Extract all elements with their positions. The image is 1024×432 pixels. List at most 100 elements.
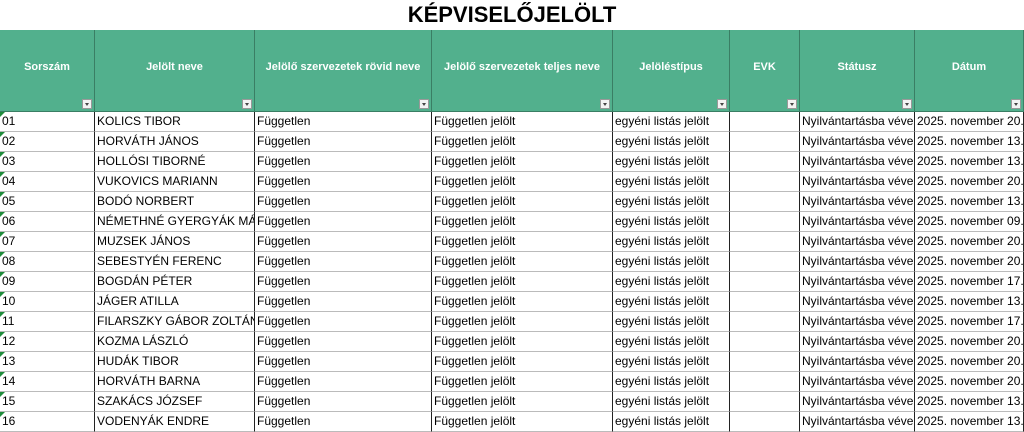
filter-button[interactable] bbox=[787, 99, 797, 109]
table-cell: Nyilvántartásba véve bbox=[800, 132, 915, 152]
error-indicator bbox=[0, 272, 5, 277]
empty-cell bbox=[730, 232, 800, 252]
table-cell: Független bbox=[255, 112, 432, 132]
table-cell: Független jelölt bbox=[432, 132, 613, 152]
table-cell: Nyilvántartásba véve bbox=[800, 112, 915, 132]
table-cell: Független bbox=[255, 332, 432, 352]
empty-cell bbox=[730, 252, 800, 272]
error-indicator bbox=[0, 312, 5, 317]
table-cell: 05 bbox=[0, 192, 95, 212]
table-cell: 16 bbox=[0, 412, 95, 432]
table-cell: SZAKÁCS JÓZSEF bbox=[95, 392, 255, 412]
table-cell: egyéni listás jelölt bbox=[613, 212, 730, 232]
empty-cell bbox=[730, 292, 800, 312]
error-indicator bbox=[0, 172, 5, 177]
table-cell: Független bbox=[255, 212, 432, 232]
table-cell: Nyilvántartásba véve bbox=[800, 372, 915, 392]
table-cell: SEBESTYÉN FERENC bbox=[95, 252, 255, 272]
empty-cell bbox=[730, 332, 800, 352]
empty-cell bbox=[730, 312, 800, 332]
table-cell: egyéni listás jelölt bbox=[613, 152, 730, 172]
column-header: Jelölő szervezetek rövid neve bbox=[255, 30, 432, 112]
table-cell: Független jelölt bbox=[432, 332, 613, 352]
table-cell: HORVÁTH JÁNOS bbox=[95, 132, 255, 152]
table-cell: VUKOVICS MARIANN bbox=[95, 172, 255, 192]
error-indicator bbox=[0, 112, 5, 117]
table-cell: egyéni listás jelölt bbox=[613, 272, 730, 292]
table-cell: FILARSZKY GÁBOR ZOLTÁN bbox=[95, 312, 255, 332]
table-cell: Független jelölt bbox=[432, 292, 613, 312]
table-cell: 2025. november 20. bbox=[915, 352, 1024, 372]
filter-button[interactable] bbox=[717, 99, 727, 109]
column-header: Sorszám bbox=[0, 30, 95, 112]
table-cell: Független jelölt bbox=[432, 172, 613, 192]
error-indicator bbox=[0, 232, 5, 237]
table-cell: Független jelölt bbox=[432, 152, 613, 172]
table-cell: Független jelölt bbox=[432, 352, 613, 372]
empty-cell bbox=[730, 132, 800, 152]
table-cell: 2025. november 13. bbox=[915, 152, 1024, 172]
table-cell: egyéni listás jelölt bbox=[613, 112, 730, 132]
table-cell: 12 bbox=[0, 332, 95, 352]
error-indicator bbox=[0, 132, 5, 137]
filter-button[interactable] bbox=[902, 99, 912, 109]
empty-cell bbox=[730, 212, 800, 232]
empty-cell bbox=[730, 392, 800, 412]
table-cell: egyéni listás jelölt bbox=[613, 332, 730, 352]
column-header: Jelölt neve bbox=[95, 30, 255, 112]
filter-button[interactable] bbox=[600, 99, 610, 109]
table-cell: Független jelölt bbox=[432, 312, 613, 332]
table-cell: 02 bbox=[0, 132, 95, 152]
error-indicator bbox=[0, 412, 5, 417]
empty-cell bbox=[730, 192, 800, 212]
table-cell: Független bbox=[255, 312, 432, 332]
table-cell: Független jelölt bbox=[432, 252, 613, 272]
table-cell: Nyilvántartásba véve bbox=[800, 212, 915, 232]
table-cell: BODÓ NORBERT bbox=[95, 192, 255, 212]
table-cell: Független jelölt bbox=[432, 212, 613, 232]
table-cell: egyéni listás jelölt bbox=[613, 252, 730, 272]
table-cell: Független jelölt bbox=[432, 232, 613, 252]
table-cell: KOZMA LÁSZLÓ bbox=[95, 332, 255, 352]
table-cell: Független bbox=[255, 132, 432, 152]
table-cell: NÉMETHNÉ GYERGYÁK MÁRIA bbox=[95, 212, 255, 232]
table-cell: Nyilvántartásba véve bbox=[800, 412, 915, 432]
table-cell: Nyilvántartásba véve bbox=[800, 332, 915, 352]
error-indicator bbox=[0, 292, 5, 297]
table-cell: Független jelölt bbox=[432, 112, 613, 132]
table-cell: 2025. november 09. bbox=[915, 212, 1024, 232]
table-cell: Független bbox=[255, 392, 432, 412]
table-cell: Nyilvántartásba véve bbox=[800, 152, 915, 172]
table-cell: Nyilvántartásba véve bbox=[800, 232, 915, 252]
table-cell: egyéni listás jelölt bbox=[613, 392, 730, 412]
filter-button[interactable] bbox=[419, 99, 429, 109]
table-cell: egyéni listás jelölt bbox=[613, 192, 730, 212]
error-indicator bbox=[0, 392, 5, 397]
empty-cell bbox=[730, 352, 800, 372]
empty-cell bbox=[730, 172, 800, 192]
table-cell: 2025. november 20. bbox=[915, 172, 1024, 192]
table-cell: 2025. november 17. bbox=[915, 272, 1024, 292]
column-header: EVK bbox=[730, 30, 800, 112]
table-cell: egyéni listás jelölt bbox=[613, 292, 730, 312]
table-cell: egyéni listás jelölt bbox=[613, 172, 730, 192]
table-cell: 09 bbox=[0, 272, 95, 292]
table-cell: 2025. november 20. bbox=[915, 332, 1024, 352]
table-cell: Független bbox=[255, 192, 432, 212]
table-cell: 2025. november 17. bbox=[915, 312, 1024, 332]
filter-button[interactable] bbox=[1011, 99, 1021, 109]
table-cell: Független bbox=[255, 272, 432, 292]
table-cell: 2025. november 20. bbox=[915, 112, 1024, 132]
table-cell: JÁGER ATILLA bbox=[95, 292, 255, 312]
filter-button[interactable] bbox=[242, 99, 252, 109]
table-cell: Független bbox=[255, 412, 432, 432]
column-header: Dátum bbox=[915, 30, 1024, 112]
table-cell: Független bbox=[255, 232, 432, 252]
table-cell: 01 bbox=[0, 112, 95, 132]
table-cell: VODENYÁK ENDRE bbox=[95, 412, 255, 432]
table-cell: 2025. november 20. bbox=[915, 372, 1024, 392]
filter-button[interactable] bbox=[82, 99, 92, 109]
table-cell: HUDÁK TIBOR bbox=[95, 352, 255, 372]
table-cell: 06 bbox=[0, 212, 95, 232]
